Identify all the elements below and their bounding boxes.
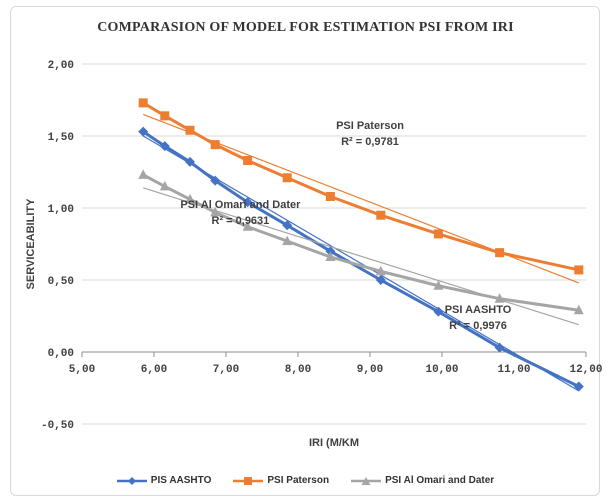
annotation-r2: R² = 0,9976: [449, 320, 507, 332]
y-tick-label: 1,00: [48, 204, 74, 216]
data-point: [210, 140, 220, 150]
annotation-r2: R² = 0,9631: [212, 215, 270, 227]
trendline-0: [142, 135, 580, 392]
data-point: [242, 221, 253, 231]
data-point: [210, 206, 221, 217]
y-tick-label: 0,50: [48, 276, 74, 288]
data-point: [210, 175, 221, 186]
data-point: [138, 169, 149, 179]
series-line-2: [142, 173, 580, 312]
data-point: [573, 381, 584, 392]
annotation-r2: R² = 0,9781: [341, 136, 399, 148]
data-point: [243, 155, 253, 165]
data-point: [325, 251, 336, 261]
y-axis-title: SERVICEABILITY: [25, 198, 37, 290]
data-point: [282, 235, 293, 246]
x-tick-label: 12,00: [569, 364, 602, 376]
data-point: [325, 191, 335, 201]
data-point: [375, 265, 386, 276]
data-point: [282, 220, 293, 231]
data-point: [282, 173, 292, 183]
chart-title: COMPARASION OF MODEL FOR ESTIMATION PSI …: [97, 20, 514, 35]
x-tick-label: 5,00: [69, 364, 95, 376]
x-tick-label: 6,00: [141, 364, 167, 376]
data-point: [375, 275, 386, 285]
series-line-0: [142, 130, 580, 388]
data-point: [138, 98, 148, 108]
y-tick-label: 1,50: [48, 132, 74, 144]
data-point: [185, 125, 195, 135]
data-point: [242, 197, 253, 208]
data-point: [494, 293, 505, 303]
annotation-label: PSI AASHTO: [445, 304, 512, 316]
x-tick-label: 8,00: [285, 364, 311, 376]
annotation-label: PSI Paterson: [336, 120, 404, 132]
legend-item-aashto: PIS AASHTO: [116, 475, 212, 486]
data-point: [433, 306, 444, 317]
x-tick-label: 11,00: [497, 364, 530, 376]
legend-label-aashto: PIS AASHTO: [150, 475, 212, 486]
y-tick-label: 0,00: [48, 348, 74, 360]
legend-label-alomari: PSI Al Omari and Dater: [385, 475, 495, 486]
y-tick-label: -0,50: [41, 420, 74, 432]
data-point: [494, 342, 505, 353]
x-tick-label: 10,00: [425, 364, 458, 376]
annotation-label: PSI Al Omari and Dater: [180, 199, 301, 211]
y-tick-label: 2,00: [48, 60, 74, 72]
chart-legend: PIS AASHTO PSI Paterson PSI Al Omari and…: [0, 475, 611, 486]
legend-label-paterson: PSI Paterson: [267, 475, 330, 486]
data-point: [495, 248, 505, 258]
data-point: [160, 111, 170, 121]
x-axis-title: IRI (M/KM: [309, 437, 359, 449]
legend-item-paterson: PSI Paterson: [233, 475, 329, 486]
data-point: [185, 156, 195, 167]
data-point: [159, 180, 170, 191]
data-point: [185, 193, 195, 204]
data-point: [433, 229, 443, 239]
x-tick-label: 9,00: [357, 364, 383, 376]
data-point: [573, 304, 584, 315]
data-point: [574, 265, 584, 275]
x-tick-label: 7,00: [213, 364, 239, 376]
data-point: [325, 246, 336, 257]
data-point: [138, 126, 149, 137]
legend-item-alomari: PSI Al Omari and Dater: [351, 475, 494, 486]
data-point: [433, 280, 444, 290]
data-point: [159, 141, 170, 152]
data-point: [376, 210, 386, 220]
